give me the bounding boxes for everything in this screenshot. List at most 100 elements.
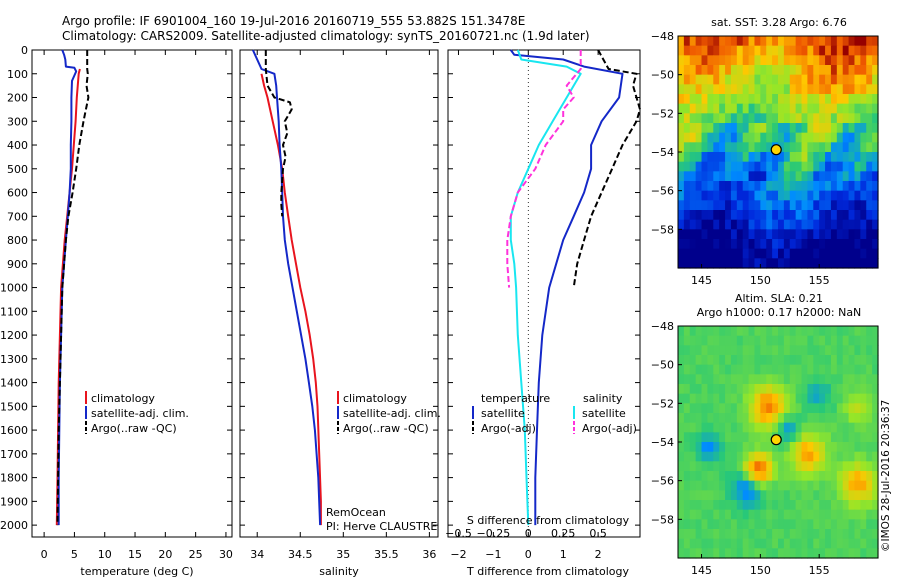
map-cell xyxy=(872,132,879,143)
map-cell xyxy=(872,374,879,385)
map-cell xyxy=(683,152,691,163)
map-cell xyxy=(783,248,791,259)
map-cell xyxy=(772,355,779,366)
map-cell xyxy=(748,509,756,520)
map-cell xyxy=(730,55,738,66)
map-cell xyxy=(801,113,809,124)
map-cell xyxy=(736,113,744,124)
map-cell xyxy=(754,239,761,250)
map-cell xyxy=(813,345,820,356)
map-cell xyxy=(707,65,714,76)
map-cell xyxy=(825,74,832,85)
y-tick-label: 1700 xyxy=(0,448,28,461)
x-tick-label: 35.5 xyxy=(374,548,399,561)
map-cell xyxy=(866,74,873,85)
map-cell xyxy=(772,538,779,549)
map-cell xyxy=(683,403,691,414)
map-cell xyxy=(801,471,809,482)
map-cell xyxy=(789,103,797,114)
map-cell xyxy=(848,355,856,366)
map-cell xyxy=(736,442,744,453)
map-cell xyxy=(725,36,732,47)
map-cell xyxy=(713,442,720,453)
map-cell xyxy=(695,355,703,366)
map-cell xyxy=(760,161,767,172)
map-cell xyxy=(713,65,720,76)
map-cell xyxy=(813,335,820,346)
map-cell xyxy=(772,422,779,433)
map-cell xyxy=(713,84,720,95)
map-cell xyxy=(872,490,879,501)
map-cell xyxy=(683,422,691,433)
map-cell xyxy=(813,509,820,520)
map-cell xyxy=(872,422,879,433)
map-cell xyxy=(695,210,703,221)
map-cell xyxy=(860,190,867,201)
map-cell xyxy=(695,74,703,85)
map-cell xyxy=(807,84,814,95)
map-cell xyxy=(842,345,850,356)
map-cell xyxy=(689,200,697,211)
map-cell xyxy=(872,451,879,462)
map-cell xyxy=(854,152,861,163)
map-cell xyxy=(707,326,714,337)
map-cell xyxy=(766,335,773,346)
map-cell xyxy=(695,442,703,453)
map-cell xyxy=(783,161,791,172)
map-cell xyxy=(854,36,861,47)
map-cell xyxy=(789,248,797,259)
map-cell xyxy=(689,239,697,250)
map-cell xyxy=(813,45,820,56)
map-cell xyxy=(830,45,838,56)
map-cell xyxy=(701,451,709,462)
temperature-legend: climatology satellite-adj. clim. Argo(..… xyxy=(85,391,189,435)
map-cell xyxy=(713,103,720,114)
map-cell xyxy=(719,519,726,530)
map-cell xyxy=(872,248,879,259)
map-cell xyxy=(778,384,785,395)
map-cell xyxy=(725,74,732,85)
map-cell xyxy=(801,123,809,134)
map-cell xyxy=(689,219,697,230)
map-cell xyxy=(836,142,844,153)
map-cell xyxy=(678,529,685,540)
map-cell xyxy=(848,509,856,520)
map-cell xyxy=(736,190,744,201)
map-cell xyxy=(742,326,750,337)
map-cell xyxy=(848,132,856,143)
map-cell xyxy=(742,538,750,549)
map-cell xyxy=(872,345,879,356)
map-cell xyxy=(866,345,873,356)
map-cell xyxy=(736,509,744,520)
map-cell xyxy=(842,355,850,366)
map-cell xyxy=(736,461,744,472)
map-cell xyxy=(854,45,861,56)
map-cell xyxy=(836,113,844,124)
x-tick-label: 15 xyxy=(128,548,142,561)
map-cell xyxy=(730,219,738,230)
map-cell xyxy=(795,65,803,76)
salinity-annotation-1: RemOcean xyxy=(326,506,386,519)
map-cell xyxy=(866,413,873,424)
map-cell xyxy=(789,200,797,211)
map-cell xyxy=(836,509,844,520)
map-cell xyxy=(701,55,709,66)
map-cell xyxy=(760,210,767,221)
map-cell xyxy=(766,432,773,443)
map-cell xyxy=(813,171,820,182)
map-cell xyxy=(830,480,838,491)
map-cell xyxy=(736,548,744,559)
map-cell xyxy=(678,132,685,143)
map-cell xyxy=(713,480,720,491)
map-cell xyxy=(836,84,844,95)
map-cell xyxy=(830,55,838,66)
map-cell xyxy=(795,123,803,134)
map-y-tick-label: −54 xyxy=(651,436,674,449)
map-cell xyxy=(683,45,691,56)
legend-label-t-argo: Argo(-adj) xyxy=(481,422,536,435)
map-cell xyxy=(819,239,826,250)
map-cell xyxy=(772,239,779,250)
map-cell xyxy=(689,345,697,356)
map-cell xyxy=(819,451,826,462)
map-cell xyxy=(695,200,703,211)
